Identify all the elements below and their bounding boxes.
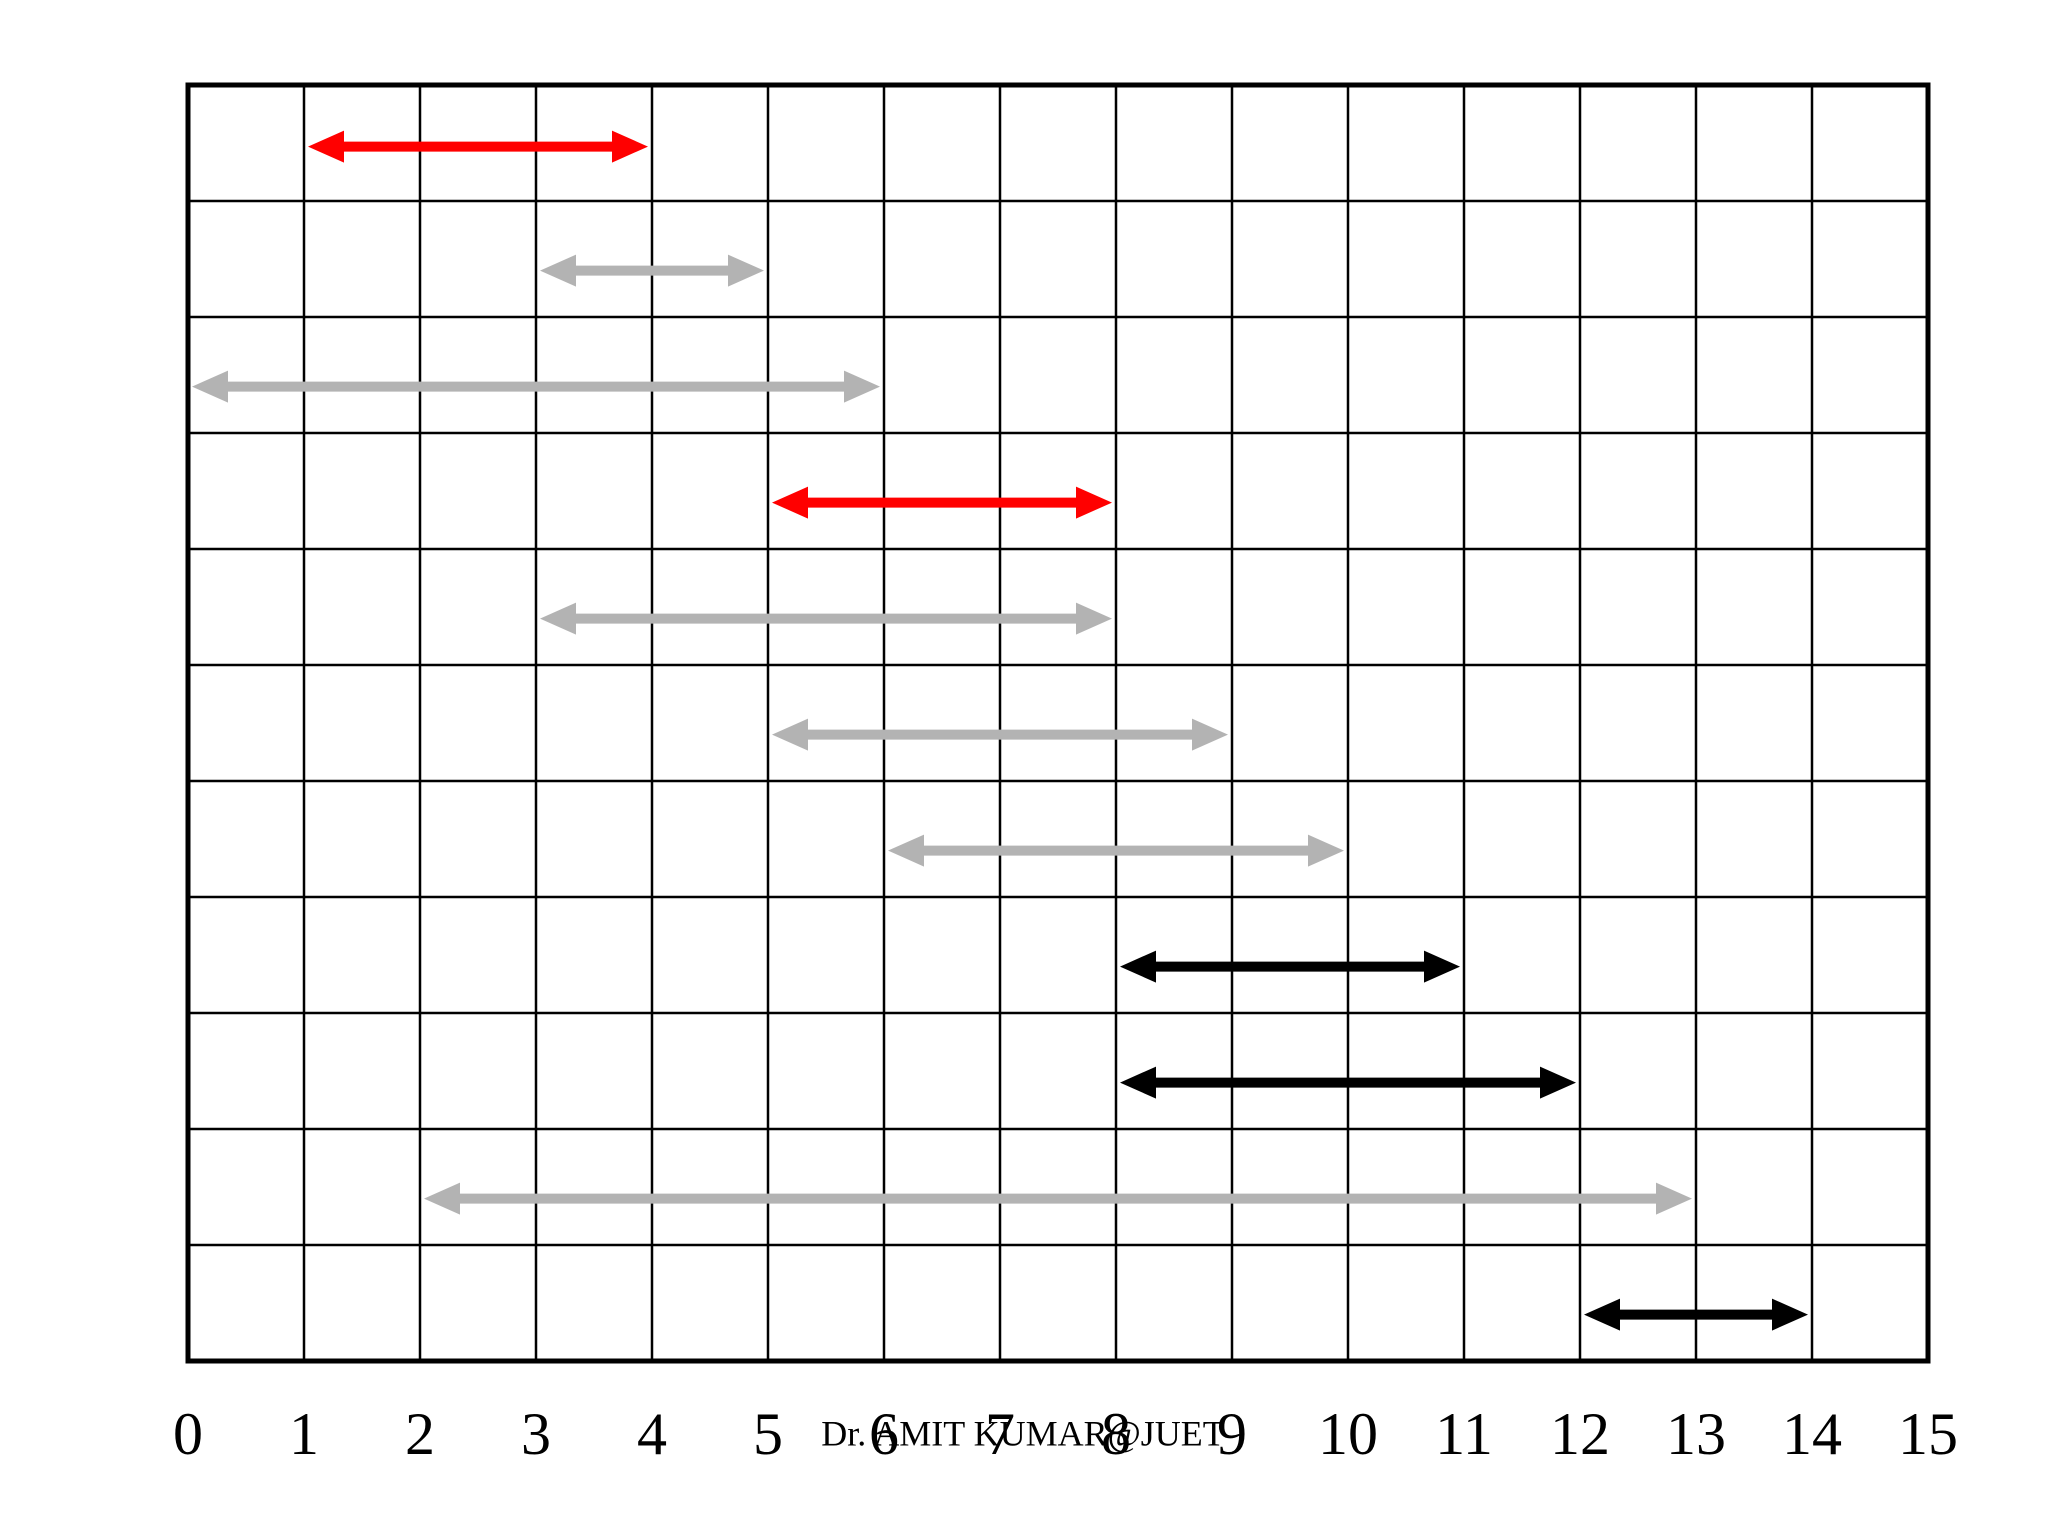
x-tick-label: 7: [985, 1401, 1015, 1467]
x-tick-label: 13: [1666, 1401, 1726, 1467]
interval-arrow: [772, 718, 1228, 751]
interval-arrow: [540, 254, 764, 287]
x-tick-label: 9: [1217, 1401, 1247, 1467]
x-tick-label: 11: [1435, 1401, 1493, 1467]
x-tick-label: 15: [1898, 1401, 1958, 1467]
x-tick-label: 3: [521, 1401, 551, 1467]
x-tick-label: 2: [405, 1401, 435, 1467]
interval-arrow: [308, 130, 648, 163]
interval-arrow: [888, 834, 1344, 867]
x-tick-label: 14: [1782, 1401, 1842, 1467]
x-tick-label: 4: [637, 1401, 667, 1467]
x-tick-label: 0: [173, 1401, 203, 1467]
interval-arrow: [540, 602, 1112, 635]
x-tick-label: 5: [753, 1401, 783, 1467]
x-tick-label: 10: [1318, 1401, 1378, 1467]
interval-arrow: [192, 370, 880, 403]
interval-arrow: [424, 1182, 1692, 1215]
interval-arrow: [1120, 950, 1460, 983]
x-tick-label: 6: [869, 1401, 899, 1467]
footer: Dr. AMIT KUMAR@JUET: [821, 1413, 1225, 1453]
interval-arrow: [1584, 1298, 1808, 1331]
x-tick-label: 8: [1101, 1401, 1131, 1467]
x-tick-label: 12: [1550, 1401, 1610, 1467]
interval-arrow: [1120, 1066, 1576, 1099]
interval-arrow: [772, 486, 1112, 519]
x-tick-label: 1: [289, 1401, 319, 1467]
plot-border: [185, 82, 1931, 1364]
